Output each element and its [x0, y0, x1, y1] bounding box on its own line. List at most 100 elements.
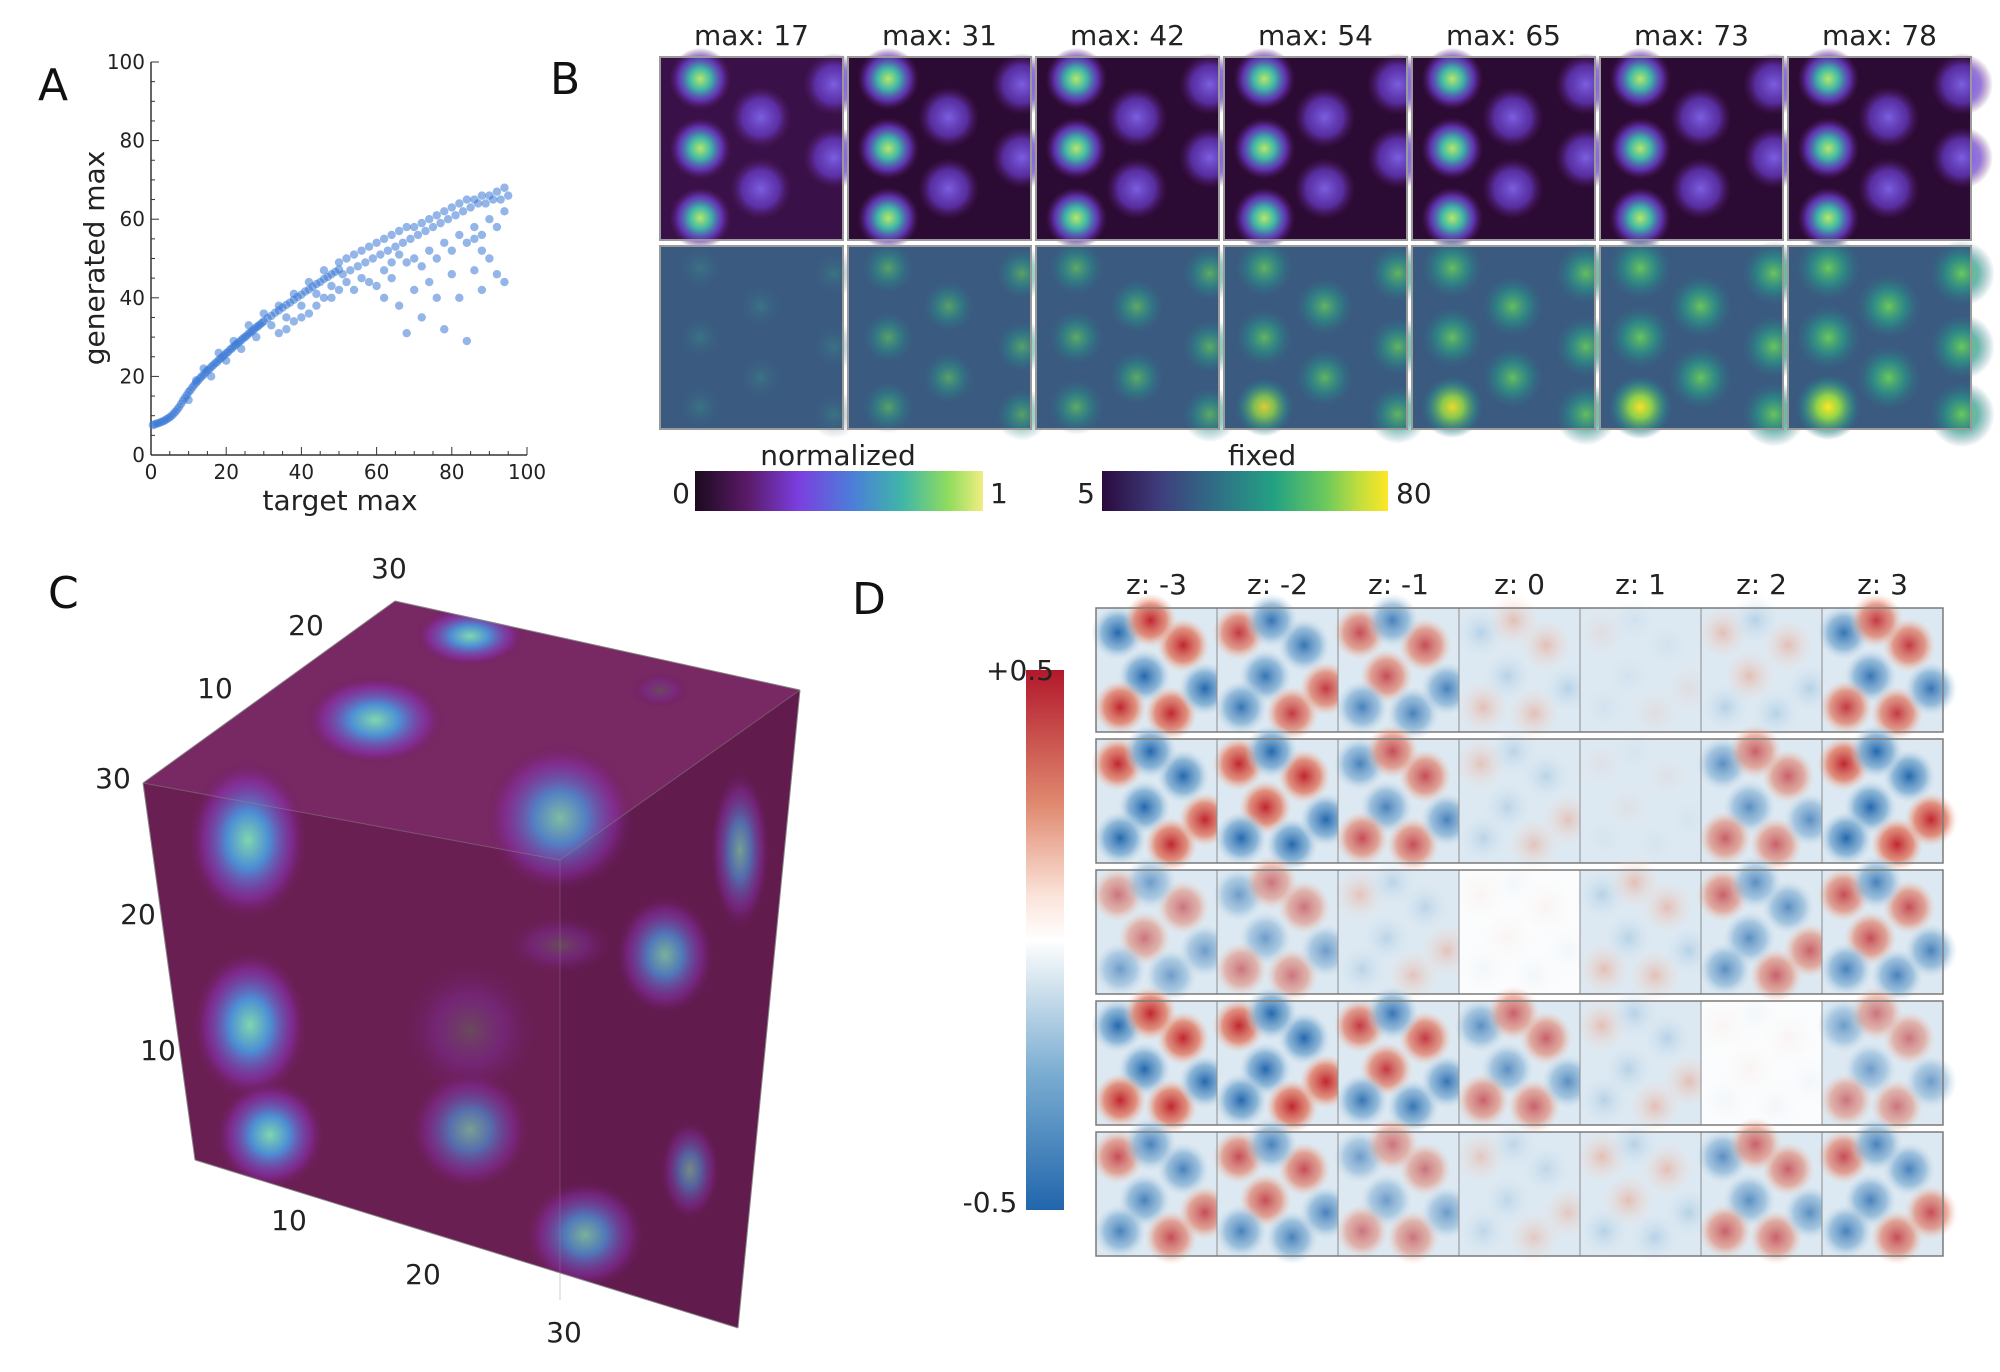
cube-tick-left-20: 20 — [120, 898, 156, 931]
scatter-point — [312, 301, 321, 310]
x-tick-label: 40 — [289, 460, 314, 484]
colorbar-normalized — [695, 471, 983, 511]
scatter-point — [282, 313, 291, 322]
scatter-point — [500, 207, 509, 216]
scatter-point — [504, 191, 513, 200]
scatter-point — [191, 376, 201, 385]
scatter-point — [334, 285, 344, 295]
scatter-point — [425, 246, 434, 255]
scatter-point — [417, 262, 426, 271]
scatter-point — [364, 277, 374, 287]
cube-tick-top-30: 30 — [371, 552, 407, 585]
cube-blob — [188, 760, 308, 920]
cube-blob — [192, 950, 308, 1100]
scatter-point — [252, 332, 261, 342]
cube-tick-left-30: 30 — [95, 762, 131, 795]
scatter-point — [342, 254, 351, 263]
scatter-point — [417, 218, 426, 228]
scatter-point — [425, 277, 434, 287]
cube-blob — [525, 1180, 645, 1290]
x-tick-label: 60 — [364, 460, 389, 484]
scatter-point — [289, 289, 299, 299]
colorbar-normalized-label: normalized — [760, 439, 916, 472]
heatmap-tile-normalized — [1223, 47, 1429, 250]
scatter-point — [477, 285, 487, 295]
scatter-point — [304, 277, 314, 287]
diverging-heatmap-tile — [1212, 855, 1353, 1003]
scatter-point — [436, 218, 445, 228]
y-tick-label: 60 — [120, 207, 145, 231]
diverging-heatmap-tile — [1575, 986, 1716, 1134]
heatmap-tile-fixed — [847, 241, 1049, 441]
scatter-point — [466, 203, 475, 212]
scatter-point — [338, 270, 347, 279]
scatter-point — [470, 266, 479, 275]
diverging-heatmap-tile — [1817, 855, 1958, 1003]
diverging-heatmap-tile — [1333, 724, 1474, 872]
scatter-point — [440, 207, 449, 216]
scatter-point — [440, 325, 449, 334]
scatter-point — [455, 230, 464, 240]
heatmap-tile-normalized — [847, 47, 1053, 250]
scatter-point — [496, 195, 505, 204]
cube-blob — [710, 770, 770, 930]
diverging-heatmap-tile — [1575, 724, 1716, 872]
y-tick-label: 100 — [107, 50, 145, 74]
column-title: max: 54 — [1258, 19, 1373, 52]
scatter-point — [485, 215, 494, 224]
volume-cube: 10 20 30 30 20 10 10 20 30 — [95, 552, 801, 1349]
scatter-point — [297, 313, 306, 322]
colorbar-diverging-min: -0.5 — [963, 1186, 1018, 1219]
scatter-point — [297, 301, 306, 310]
diverging-heatmap-tile — [1575, 593, 1716, 741]
scatter-point — [402, 258, 411, 267]
scatter-point — [379, 293, 389, 302]
scatter-point — [334, 258, 344, 267]
scatter-point — [312, 289, 321, 299]
scatter-point — [421, 226, 430, 236]
scatter-point — [432, 293, 441, 302]
x-axis-label: target max — [262, 484, 417, 517]
cube-blob — [615, 895, 715, 1015]
scatter-point — [274, 301, 284, 310]
column-title: max: 31 — [882, 19, 997, 52]
diverging-heatmap-tile — [1696, 593, 1837, 741]
heatmap-grid-b: max: 17 max: 31 max: 42 max: 54 max: 65 max: … — [659, 19, 1995, 511]
diverging-heatmap-tile — [1696, 724, 1837, 872]
scatter-point — [282, 325, 291, 334]
scatter-point — [368, 254, 378, 263]
scatter-point — [394, 301, 404, 310]
cube-blob — [485, 743, 635, 893]
cube-tick-bottom-10: 10 — [271, 1204, 307, 1237]
scatter-point — [410, 285, 419, 295]
scatter-point — [372, 238, 381, 247]
heatmap-tile-fixed — [1787, 235, 1995, 448]
diverging-heatmap-tile — [1575, 855, 1716, 1003]
scatter-point — [443, 215, 453, 224]
scatter-point — [319, 293, 329, 302]
x-tick-label: 80 — [439, 460, 464, 484]
scatter-point — [398, 238, 408, 247]
scatter-point — [342, 277, 351, 287]
scatter-point — [319, 266, 329, 275]
panel-letter-d: D — [852, 574, 886, 625]
diverging-heatmap-tile — [1333, 1117, 1474, 1265]
cube-top-face — [143, 601, 800, 860]
cube-blob — [415, 606, 525, 666]
heatmap-tile-fixed — [1223, 238, 1428, 444]
diverging-heatmap-tile — [1212, 986, 1353, 1134]
column-title: max: 42 — [1070, 19, 1185, 52]
x-tick-label: 20 — [213, 460, 238, 484]
scatter-point — [199, 364, 208, 373]
y-tick-label: 0 — [132, 443, 145, 467]
diverging-heatmap-tile — [1333, 986, 1474, 1134]
scatter-point — [447, 270, 456, 279]
diverging-heatmap-tile — [1091, 724, 1232, 872]
scatter-point — [353, 262, 362, 271]
cube-tick-labels: 10 20 30 30 20 10 10 20 30 — [95, 552, 582, 1349]
diverging-heatmap-tile — [1212, 1117, 1353, 1265]
scatter-point — [447, 246, 456, 255]
scatter-point — [492, 270, 502, 279]
heatmap-tile-normalized — [1411, 47, 1617, 250]
